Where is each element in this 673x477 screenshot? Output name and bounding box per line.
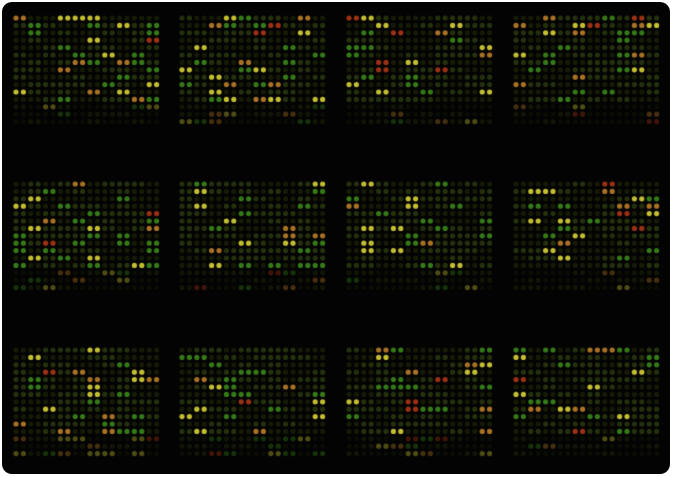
microarray-image bbox=[2, 2, 670, 474]
microarray-spot-grid bbox=[2, 2, 670, 474]
